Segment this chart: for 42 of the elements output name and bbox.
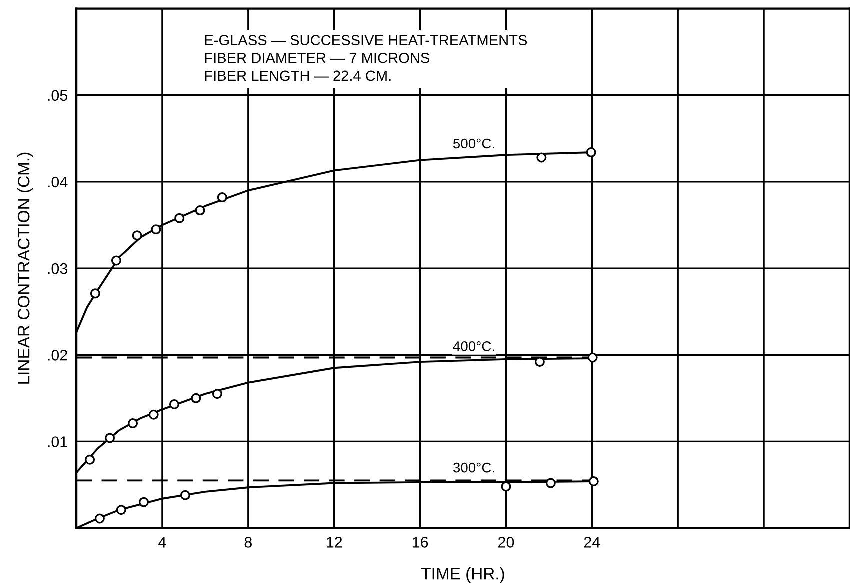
point: [148, 410, 159, 420]
y-tick-label: .03: [48, 263, 68, 274]
point: [501, 482, 512, 492]
point: [588, 352, 598, 363]
point: [105, 433, 116, 444]
y-tick-label: .04: [48, 176, 68, 188]
point: [128, 418, 138, 429]
y-axis-title: LINEAR CONTRACTION (CM.): [18, 152, 34, 384]
point: [111, 256, 122, 266]
point: [90, 288, 100, 299]
x-axis-title: TIME (HR.): [422, 568, 504, 584]
point: [212, 389, 222, 400]
point: [546, 478, 556, 488]
point: [85, 454, 96, 465]
point: [132, 230, 142, 241]
series-label: 500°C.: [453, 138, 494, 149]
annotation: E-GLASS — SUCCESSIVE HEAT-TREATMENTS FIBER DIAMETER — 7 MICRONS FIBER LENGTH — 22.4 CM.: [205, 35, 528, 82]
point: [534, 357, 545, 368]
point: [195, 206, 206, 216]
point: [180, 490, 190, 500]
point: [174, 213, 185, 224]
y-tick-label: .01: [48, 436, 68, 448]
x-tick-label: 24: [584, 537, 600, 548]
x-tick-label: 20: [498, 537, 514, 548]
point: [586, 148, 596, 158]
point: [191, 393, 202, 404]
y-tick-label: .05: [48, 90, 68, 102]
point: [138, 497, 149, 508]
series-label: 300°C.: [453, 462, 494, 473]
y-tick-label: .02: [48, 350, 68, 361]
point: [151, 224, 162, 235]
series-label: 400°C.: [453, 342, 494, 352]
x-tick-label: 12: [327, 537, 342, 548]
point: [536, 152, 547, 163]
point: [169, 399, 180, 410]
point: [217, 192, 228, 203]
point: [94, 514, 105, 524]
point: [588, 476, 599, 487]
point: [116, 505, 126, 516]
x-tick-label: 4: [158, 537, 166, 548]
x-tick-label: 16: [412, 537, 428, 548]
x-tick-label: 8: [244, 537, 252, 548]
